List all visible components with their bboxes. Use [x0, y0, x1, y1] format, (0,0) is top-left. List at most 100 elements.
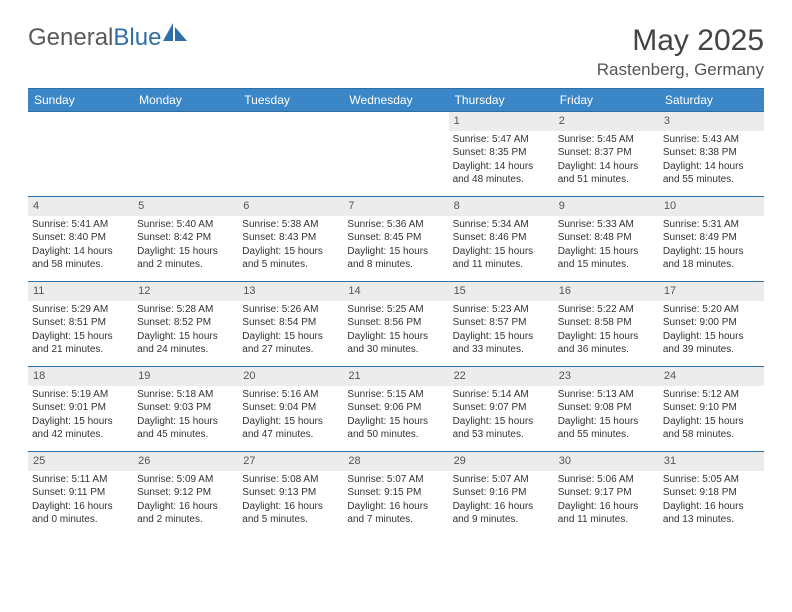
daylight-text-1: Daylight: 15 hours: [242, 415, 339, 429]
day-body: Sunrise: 5:43 AMSunset: 8:38 PMDaylight:…: [659, 133, 764, 189]
sunrise-text: Sunrise: 5:47 AM: [453, 133, 550, 147]
month-title: May 2025: [597, 24, 764, 58]
sunset-text: Sunset: 9:06 PM: [347, 401, 444, 415]
day-body: Sunrise: 5:12 AMSunset: 9:10 PMDaylight:…: [659, 388, 764, 444]
daylight-text-1: Daylight: 16 hours: [347, 500, 444, 514]
sunrise-text: Sunrise: 5:23 AM: [453, 303, 550, 317]
calendar: SundayMondayTuesdayWednesdayThursdayFrid…: [28, 88, 764, 536]
day-cell: 31Sunrise: 5:05 AMSunset: 9:18 PMDayligh…: [659, 452, 764, 536]
daylight-text-2: and 15 minutes.: [558, 258, 655, 272]
day-body: Sunrise: 5:14 AMSunset: 9:07 PMDaylight:…: [449, 388, 554, 444]
daylight-text-1: Daylight: 16 hours: [453, 500, 550, 514]
day-cell: 15Sunrise: 5:23 AMSunset: 8:57 PMDayligh…: [449, 282, 554, 366]
day-body: Sunrise: 5:07 AMSunset: 9:15 PMDaylight:…: [343, 473, 448, 529]
day-number: 27: [238, 452, 343, 471]
daylight-text-2: and 53 minutes.: [453, 428, 550, 442]
day-cell: 30Sunrise: 5:06 AMSunset: 9:17 PMDayligh…: [554, 452, 659, 536]
sail-icon: [163, 23, 187, 41]
daylight-text-2: and 11 minutes.: [558, 513, 655, 527]
daylight-text-1: Daylight: 16 hours: [137, 500, 234, 514]
brand-part1: General: [28, 24, 113, 51]
day-cell: 7Sunrise: 5:36 AMSunset: 8:45 PMDaylight…: [343, 197, 448, 281]
day-body: Sunrise: 5:26 AMSunset: 8:54 PMDaylight:…: [238, 303, 343, 359]
daylight-text-2: and 58 minutes.: [32, 258, 129, 272]
daylight-text-2: and 2 minutes.: [137, 258, 234, 272]
daylight-text-2: and 21 minutes.: [32, 343, 129, 357]
daylight-text-1: Daylight: 14 hours: [663, 160, 760, 174]
daylight-text-2: and 5 minutes.: [242, 513, 339, 527]
daylight-text-2: and 18 minutes.: [663, 258, 760, 272]
sunrise-text: Sunrise: 5:26 AM: [242, 303, 339, 317]
week-row: 11Sunrise: 5:29 AMSunset: 8:51 PMDayligh…: [28, 281, 764, 366]
sunset-text: Sunset: 8:40 PM: [32, 231, 129, 245]
sunset-text: Sunset: 9:18 PM: [663, 486, 760, 500]
daylight-text-1: Daylight: 15 hours: [137, 415, 234, 429]
day-number: 22: [449, 367, 554, 386]
day-number: 10: [659, 197, 764, 216]
day-number: 28: [343, 452, 448, 471]
daylight-text-2: and 45 minutes.: [137, 428, 234, 442]
day-number: 5: [133, 197, 238, 216]
day-body: Sunrise: 5:33 AMSunset: 8:48 PMDaylight:…: [554, 218, 659, 274]
sunset-text: Sunset: 8:35 PM: [453, 146, 550, 160]
day-number: 29: [449, 452, 554, 471]
sunset-text: Sunset: 8:52 PM: [137, 316, 234, 330]
day-body: Sunrise: 5:34 AMSunset: 8:46 PMDaylight:…: [449, 218, 554, 274]
day-cell: [343, 112, 448, 196]
day-cell: [133, 112, 238, 196]
weekday-header-row: SundayMondayTuesdayWednesdayThursdayFrid…: [28, 89, 764, 111]
location: Rastenberg, Germany: [597, 60, 764, 80]
day-body: Sunrise: 5:15 AMSunset: 9:06 PMDaylight:…: [343, 388, 448, 444]
sunrise-text: Sunrise: 5:22 AM: [558, 303, 655, 317]
daylight-text-2: and 42 minutes.: [32, 428, 129, 442]
header: GeneralBlue May 2025 Rastenberg, Germany: [28, 24, 764, 80]
day-cell: 29Sunrise: 5:07 AMSunset: 9:16 PMDayligh…: [449, 452, 554, 536]
day-number: 31: [659, 452, 764, 471]
day-body: Sunrise: 5:06 AMSunset: 9:17 PMDaylight:…: [554, 473, 659, 529]
sunrise-text: Sunrise: 5:29 AM: [32, 303, 129, 317]
day-cell: [238, 112, 343, 196]
daylight-text-1: Daylight: 15 hours: [347, 245, 444, 259]
day-cell: 27 Sunrise: 5:08 AMSunset: 9:13 PMDayligh…: [238, 452, 343, 536]
day-body: Sunrise: 5:22 AMSunset: 8:58 PMDaylight:…: [554, 303, 659, 359]
day-number: 26: [133, 452, 238, 471]
daylight-text-1: Daylight: 15 hours: [558, 415, 655, 429]
sunrise-text: Sunrise: 5:41 AM: [32, 218, 129, 232]
weekday-header: Friday: [554, 89, 659, 111]
daylight-text-1: Daylight: 15 hours: [663, 415, 760, 429]
weekday-header: Saturday: [659, 89, 764, 111]
day-number: 18: [28, 367, 133, 386]
day-body: Sunrise: 5:28 AMSunset: 8:52 PMDaylight:…: [133, 303, 238, 359]
weekday-header: Tuesday: [238, 89, 343, 111]
daylight-text-1: Daylight: 15 hours: [32, 330, 129, 344]
day-number: 25: [28, 452, 133, 471]
day-body: Sunrise: 5:25 AMSunset: 8:56 PMDaylight:…: [343, 303, 448, 359]
day-cell: 4Sunrise: 5:41 AMSunset: 8:40 PMDaylight…: [28, 197, 133, 281]
sunrise-text: Sunrise: 5:15 AM: [347, 388, 444, 402]
day-cell: 23Sunrise: 5:13 AMSunset: 9:08 PMDayligh…: [554, 367, 659, 451]
sunrise-text: Sunrise: 5:07 AM: [453, 473, 550, 487]
sunset-text: Sunset: 8:42 PM: [137, 231, 234, 245]
day-number: 8: [449, 197, 554, 216]
week-row: 18Sunrise: 5:19 AMSunset: 9:01 PMDayligh…: [28, 366, 764, 451]
sunset-text: Sunset: 8:43 PM: [242, 231, 339, 245]
day-cell: 6Sunrise: 5:38 AMSunset: 8:43 PMDaylight…: [238, 197, 343, 281]
daylight-text-1: Daylight: 15 hours: [347, 415, 444, 429]
day-number: 1: [449, 112, 554, 131]
day-body: Sunrise: 5:08 AMSunset: 9:13 PMDaylight:…: [238, 473, 343, 529]
sunrise-text: Sunrise: 5:14 AM: [453, 388, 550, 402]
daylight-text-2: and 30 minutes.: [347, 343, 444, 357]
daylight-text-1: Daylight: 15 hours: [558, 245, 655, 259]
day-cell: 2Sunrise: 5:45 AMSunset: 8:37 PMDaylight…: [554, 112, 659, 196]
daylight-text-2: and 11 minutes.: [453, 258, 550, 272]
day-number: 9: [554, 197, 659, 216]
day-cell: 1Sunrise: 5:47 AMSunset: 8:35 PMDaylight…: [449, 112, 554, 196]
weekday-header: Sunday: [28, 89, 133, 111]
daylight-text-1: Daylight: 15 hours: [453, 330, 550, 344]
sunrise-text: Sunrise: 5:19 AM: [32, 388, 129, 402]
sunrise-text: Sunrise: 5:09 AM: [137, 473, 234, 487]
sunrise-text: Sunrise: 5:08 AM: [242, 473, 339, 487]
sunrise-text: Sunrise: 5:07 AM: [347, 473, 444, 487]
sunrise-text: Sunrise: 5:18 AM: [137, 388, 234, 402]
sunset-text: Sunset: 8:51 PM: [32, 316, 129, 330]
